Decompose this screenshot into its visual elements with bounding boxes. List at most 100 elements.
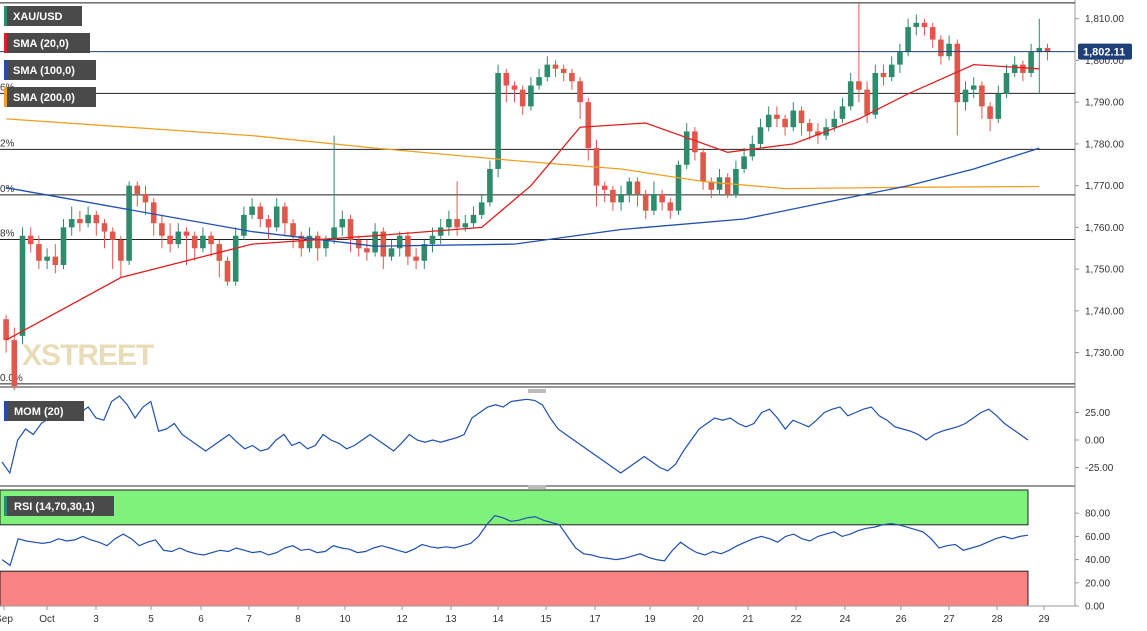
candle-body <box>626 181 633 194</box>
candle-body <box>101 223 108 232</box>
candle-body <box>388 248 395 257</box>
candle-body <box>954 43 961 103</box>
x-axis-tick-label: 17 <box>589 614 601 625</box>
x-axis-tick-label: 24 <box>839 614 851 625</box>
candle-body <box>347 219 354 240</box>
x-axis-tick-label: 6 <box>198 614 204 625</box>
candle-body <box>232 235 239 282</box>
candle-body <box>487 168 493 203</box>
candle-body <box>11 340 18 386</box>
candle-body <box>552 64 559 69</box>
rsi-oversold-zone <box>0 570 1029 607</box>
candle-body <box>979 85 985 107</box>
candle-body <box>446 219 452 228</box>
legend-rsi-label: RSI (14,70,30,1) <box>14 501 95 513</box>
candle-body <box>462 223 469 228</box>
x-axis-tick-label: 27 <box>943 614 955 625</box>
candle-body <box>265 219 272 228</box>
candle-body <box>519 89 526 107</box>
legend-sma-100-box <box>4 60 96 80</box>
candle-body <box>831 118 838 128</box>
x-axis-tick-label: 21 <box>742 614 754 625</box>
rsi-axis-tick-label: 0.00 <box>1085 602 1105 613</box>
legend-sma-200-box <box>4 87 96 107</box>
candle-body <box>224 260 231 282</box>
candle-body <box>757 127 764 144</box>
candle-body <box>1003 72 1010 94</box>
candle-body <box>167 235 173 245</box>
candle-body <box>241 214 247 236</box>
x-axis-tick-label: 14 <box>492 614 504 625</box>
x-axis-tick-label: 7 <box>246 614 252 625</box>
candle-body <box>938 39 944 57</box>
candle-body <box>470 214 477 224</box>
candle-body <box>93 214 100 224</box>
candle-body <box>191 235 198 249</box>
candle-body <box>634 181 641 194</box>
rsi-axis-tick-label: 20.00 <box>1085 578 1110 589</box>
candle-body <box>692 131 698 153</box>
candle-body <box>536 77 542 86</box>
candle-body <box>134 185 141 194</box>
sma-200-line <box>6 118 1040 190</box>
candle-body <box>77 219 83 224</box>
legend-sma-20-label: SMA (20,0) <box>13 38 69 50</box>
candle-body <box>183 231 190 236</box>
candle-body <box>815 131 821 136</box>
candle-body <box>60 227 67 265</box>
price-axis-tick-label: 1,810.00 <box>1085 14 1124 25</box>
candle-body <box>200 235 206 249</box>
candle-body <box>503 72 510 86</box>
candle-body <box>380 231 387 257</box>
legend-sma-200-swatch <box>4 87 7 107</box>
candle-body <box>880 72 887 78</box>
candle-body <box>1020 64 1026 73</box>
x-axis-tick-label: 20 <box>692 614 704 625</box>
candle-body <box>1028 52 1034 73</box>
candle-body <box>700 152 706 182</box>
candle-body <box>3 319 9 341</box>
candle-body <box>970 85 977 90</box>
rsi-axis-tick-label: 80.00 <box>1085 509 1110 520</box>
candle-body <box>175 231 182 245</box>
candle-body <box>290 223 296 236</box>
candle-body <box>708 181 715 190</box>
candle-body <box>897 52 903 65</box>
panel-splitter-grip <box>528 485 546 489</box>
mom-axis-tick-label: -25.00 <box>1085 463 1114 474</box>
candle-body <box>659 194 665 203</box>
candle-body <box>929 27 936 40</box>
legend-mom: MOM (20) <box>4 401 84 421</box>
price-axis-tick-label: 1,760.00 <box>1085 223 1124 234</box>
candle-body <box>601 185 608 190</box>
candle-body <box>888 64 895 78</box>
legend-xauusd: XAU/USD <box>4 6 82 26</box>
fib-level-label: 2% <box>0 138 15 149</box>
candle-body <box>159 223 165 236</box>
fib-level-label: 0.0% <box>0 373 23 384</box>
candle-body <box>560 68 567 73</box>
candle-body <box>454 219 460 228</box>
candle-body <box>282 206 288 224</box>
candle-body <box>905 27 911 53</box>
candle-body <box>1036 47 1043 53</box>
legend-sma-100-swatch <box>4 60 7 80</box>
x-axis-tick-label: 28 <box>991 614 1003 625</box>
candle-body <box>52 256 59 265</box>
candle-body <box>85 214 91 224</box>
price-axis-tick-label: 1,790.00 <box>1085 98 1124 109</box>
legend-mom-swatch <box>4 401 7 421</box>
legend-rsi: RSI (14,70,30,1) <box>4 496 114 516</box>
legend-mom-box <box>4 401 84 421</box>
candle-body <box>429 235 436 245</box>
candle-body <box>118 239 124 261</box>
last-price-badge <box>1078 43 1132 60</box>
x-axis-tick-label: 8 <box>295 614 301 625</box>
x-axis-tick-label: 29 <box>1038 614 1050 625</box>
x-axis-tick-label: 10 <box>339 614 351 625</box>
candle-body <box>749 143 756 157</box>
mom-axis-tick-label: 0.00 <box>1085 436 1105 447</box>
candle-body <box>314 235 321 249</box>
candle-body <box>675 164 682 211</box>
